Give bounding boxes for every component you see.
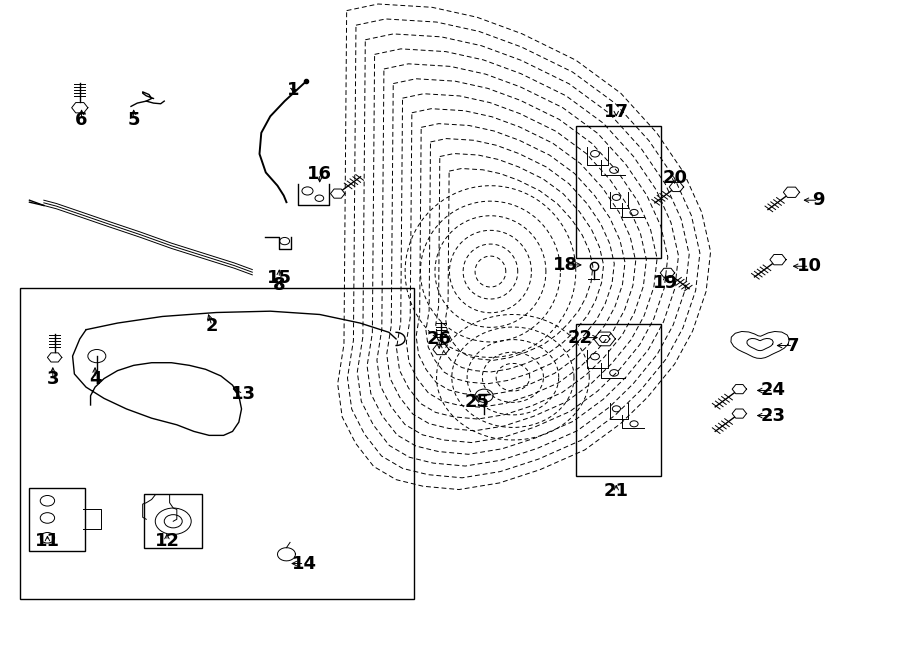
Text: 11: 11 xyxy=(35,532,60,550)
Bar xyxy=(145,493,202,547)
Text: 25: 25 xyxy=(464,393,490,411)
Bar xyxy=(21,288,414,598)
Text: 24: 24 xyxy=(761,381,786,399)
Text: 20: 20 xyxy=(662,169,688,187)
Text: 3: 3 xyxy=(47,369,59,387)
Bar xyxy=(30,488,86,551)
Text: 9: 9 xyxy=(812,191,824,209)
Bar xyxy=(576,126,662,258)
Bar xyxy=(576,324,662,477)
Text: 7: 7 xyxy=(787,336,799,355)
Text: 1: 1 xyxy=(286,81,299,99)
Text: 12: 12 xyxy=(155,532,179,550)
Text: 4: 4 xyxy=(89,369,102,387)
Text: 15: 15 xyxy=(266,269,292,287)
Text: 17: 17 xyxy=(604,103,629,120)
Text: 22: 22 xyxy=(568,328,593,347)
Text: 10: 10 xyxy=(796,258,822,275)
Text: 8: 8 xyxy=(273,276,285,294)
Text: 6: 6 xyxy=(76,111,88,128)
Text: 26: 26 xyxy=(427,330,452,348)
Text: 5: 5 xyxy=(128,111,140,128)
Text: 21: 21 xyxy=(604,482,629,500)
Text: 13: 13 xyxy=(230,385,256,402)
Text: 14: 14 xyxy=(292,555,317,573)
Text: 2: 2 xyxy=(205,316,218,335)
Text: 23: 23 xyxy=(761,406,786,424)
Text: 16: 16 xyxy=(307,165,332,183)
Text: 18: 18 xyxy=(553,256,578,274)
Text: 19: 19 xyxy=(653,275,679,293)
